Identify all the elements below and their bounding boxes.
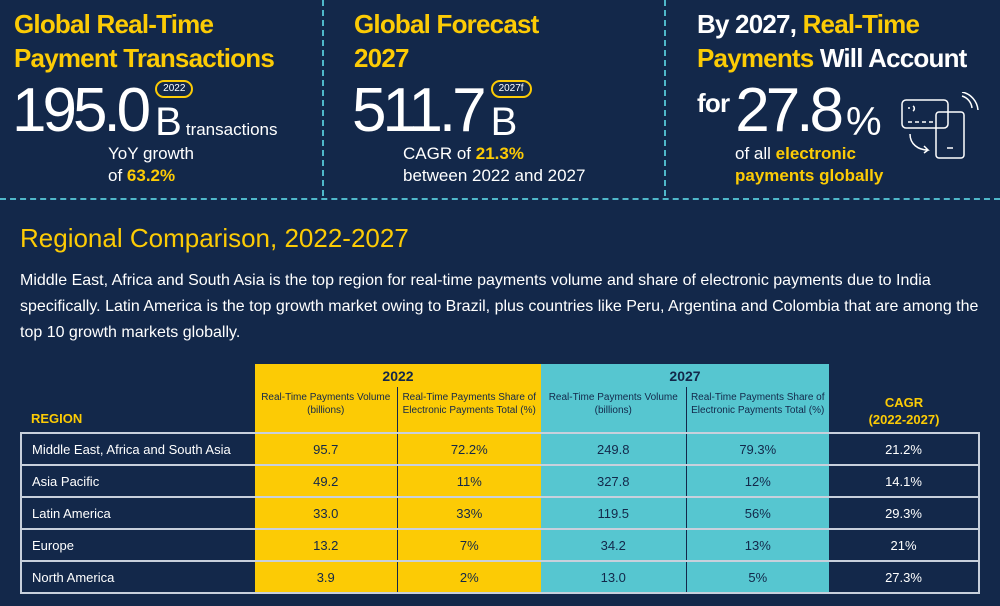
text: CAGR of xyxy=(403,144,476,163)
section-description: Middle East, Africa and South Asia is th… xyxy=(20,272,979,341)
text: CAGR xyxy=(884,395,924,410)
stat-unit-wrap: 2027f B xyxy=(490,80,532,144)
divider xyxy=(0,198,1000,200)
cagr-value: 21.3% xyxy=(475,144,524,163)
text: Real-Time xyxy=(802,9,920,39)
cell-vol2022: 49.2 xyxy=(255,464,397,498)
text: of all xyxy=(735,144,776,163)
cell-vol2027: 119.5 xyxy=(541,496,686,530)
text: By 2027, xyxy=(697,9,803,39)
cell-region: Europe xyxy=(20,528,255,562)
year-badge: 2027f xyxy=(490,80,532,98)
stat-title: Global Real-Time Payment Transactions xyxy=(14,7,275,75)
stat-value: 511.7 xyxy=(352,76,487,145)
cell-vol2027: 327.8 xyxy=(541,464,686,498)
cell-cagr: 29.3% xyxy=(829,496,980,530)
cell-cagr: 27.3% xyxy=(829,560,980,594)
stat-line: of all electronic xyxy=(735,143,856,164)
cell-vol2027: 34.2 xyxy=(541,528,686,562)
stat-unit: B xyxy=(490,100,518,144)
cell-region: Middle East, Africa and South Asia xyxy=(20,432,255,466)
cell-share2022: 11% xyxy=(396,464,541,498)
cell-share2027: 13% xyxy=(685,528,829,562)
text: electronic xyxy=(775,144,856,163)
stat-line: between 2022 and 2027 xyxy=(403,166,586,185)
cell-vol2022: 13.2 xyxy=(255,528,397,562)
table-row: Latin America 33.0 33% 119.5 56% 29.3% xyxy=(20,496,980,530)
regional-comparison-table: REGION 2022 2027 CAGR (2022-2027) Real-Ti… xyxy=(20,364,980,594)
stat-title: Global Forecast 2027 xyxy=(354,7,539,75)
stat-title: By 2027, Real-Time Payments Will Account xyxy=(697,7,967,75)
growth-value: 63.2% xyxy=(126,166,176,185)
region-header: REGION xyxy=(31,411,83,426)
cell-vol2022: 3.9 xyxy=(255,560,397,594)
cell-cagr: 14.1% xyxy=(829,464,980,498)
stat-line: CAGR of 21.3% xyxy=(403,143,524,164)
table-row: Middle East, Africa and South Asia 95.7 72… xyxy=(20,432,980,466)
cell-region: Asia Pacific xyxy=(20,464,255,498)
col-header-share: Real-Time Payments Share of Electronic P… xyxy=(685,387,829,433)
stat-unit-suffix: transactions xyxy=(185,120,278,139)
table-row: Asia Pacific 49.2 11% 327.8 12% 14.1% xyxy=(20,464,980,498)
text: of xyxy=(108,166,127,185)
stat-unit: % xyxy=(845,100,882,144)
cell-share2027: 56% xyxy=(685,496,829,530)
cell-vol2027: 249.8 xyxy=(541,432,686,466)
cell-cagr: 21% xyxy=(829,528,980,562)
col-header-volume: Real-Time Payments Volume (billions) xyxy=(541,387,686,433)
cell-region: Latin America xyxy=(20,496,255,530)
text: Payments xyxy=(697,43,814,73)
stat-line: YoY growth xyxy=(108,144,195,163)
table-row: Europe 13.2 7% 34.2 13% 21% xyxy=(20,528,980,562)
stat-value-row: for 27.8 % xyxy=(697,76,882,145)
stat-value: 27.8 xyxy=(735,76,844,145)
cagr-header: CAGR (2022-2027) xyxy=(829,364,979,433)
cell-vol2022: 33.0 xyxy=(255,496,397,530)
group-header-2022: 2022 xyxy=(255,364,541,387)
cell-share2027: 12% xyxy=(685,464,829,498)
cell-share2027: 5% xyxy=(685,560,829,594)
stat-unit: B xyxy=(155,100,182,144)
card-to-phone-payment-icon xyxy=(901,92,979,159)
cell-cagr: 21.2% xyxy=(829,432,980,466)
section-title: Regional Comparison, 2022-2027 xyxy=(20,223,409,253)
col-header-share: Real-Time Payments Share of Electronic P… xyxy=(396,387,541,433)
divider xyxy=(322,0,324,196)
stat-line: payments globally xyxy=(735,166,884,185)
stat-line: of 63.2% xyxy=(108,165,175,186)
cell-vol2027: 13.0 xyxy=(541,560,686,594)
cell-share2022: 7% xyxy=(396,528,541,562)
cell-share2022: 33% xyxy=(396,496,541,530)
group-header-2027: 2027 xyxy=(541,364,829,387)
title-line: Payment Transactions xyxy=(14,43,275,73)
title-line: Global Real-Time xyxy=(14,9,214,39)
cell-vol2022: 95.7 xyxy=(255,432,397,466)
cell-share2022: 72.2% xyxy=(396,432,541,466)
col-header-volume: Real-Time Payments Volume (billions) xyxy=(255,387,397,433)
stat-value: 195.0 xyxy=(12,76,151,145)
divider xyxy=(664,0,666,196)
title-line: Global Forecast xyxy=(354,9,539,39)
stat-value-row: 195.0 2022 B transactions xyxy=(12,76,278,145)
year-badge: 2022 xyxy=(155,80,194,98)
title-line: 2027 xyxy=(354,43,409,73)
text: Will Account xyxy=(813,43,967,73)
stat-for: for xyxy=(697,88,730,118)
stat-value-row: 511.7 2027f B xyxy=(352,76,532,145)
cell-share2022: 2% xyxy=(396,560,541,594)
text: (2022-2027) xyxy=(868,412,940,427)
cell-region: North America xyxy=(20,560,255,594)
table-row: North America 3.9 2% 13.0 5% 27.3% xyxy=(20,560,980,594)
cell-share2027: 79.3% xyxy=(685,432,829,466)
stat-unit-wrap: 2022 B xyxy=(155,80,194,144)
